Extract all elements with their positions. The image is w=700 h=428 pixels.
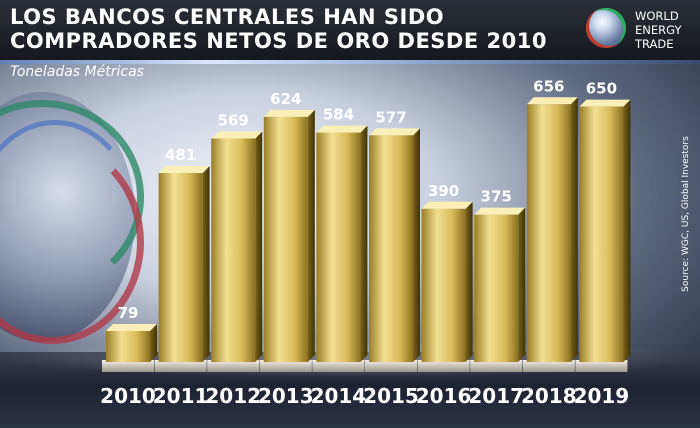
bar-side-2018	[570, 97, 578, 363]
x-tick-label-2015: 2015	[363, 384, 419, 408]
bar-side-2019	[623, 99, 631, 363]
bar-base-2015	[365, 360, 417, 372]
bar-side-2012	[255, 131, 263, 362]
chart-title-line-2: COMPRADORES NETOS DE ORO DESDE 2010	[10, 29, 547, 53]
chart-title-line-1: LOS BANCOS CENTRALES HAN SIDO	[10, 5, 445, 29]
bar-2016	[421, 208, 466, 362]
x-tick-label-2017: 2017	[468, 384, 524, 408]
bar-value-label-2011: 481	[165, 146, 196, 164]
bar-base-2018	[522, 360, 575, 372]
bars-group: 79 2010 481 2011 569 2012 624 2013 584 2014 577 201…	[100, 77, 631, 408]
x-tick-label-2019: 2019	[574, 384, 630, 408]
bar-2014	[316, 132, 361, 362]
bar-side-2017	[518, 207, 526, 362]
bar-top-2010	[106, 323, 157, 331]
bar-2010	[106, 330, 150, 362]
bar-2011	[158, 173, 203, 362]
bar-2013	[263, 116, 308, 362]
bar-2012	[211, 138, 256, 362]
world-energy-trade-logo-icon	[586, 8, 626, 48]
bar-top-2019	[579, 99, 631, 107]
bar-top-2018	[526, 97, 578, 105]
bar-top-2017	[474, 207, 526, 215]
bar-2019	[579, 106, 624, 363]
bar-side-2016	[465, 201, 473, 362]
bar-side-2014	[360, 125, 368, 362]
bar-value-label-2013: 624	[270, 90, 301, 108]
bar-base-2017	[470, 360, 523, 372]
x-tick-label-2018: 2018	[521, 384, 577, 408]
bar-base-2011	[154, 360, 207, 372]
x-tick-label-2011: 2011	[153, 384, 209, 408]
globe-ring-blue	[0, 120, 140, 330]
globe-ring-red	[0, 140, 144, 344]
bar-value-label-2010: 79	[118, 304, 139, 322]
bar-2018	[526, 104, 571, 363]
bar-base-2016	[417, 360, 470, 372]
bar-top-2011	[158, 166, 210, 174]
bar-base-2014	[312, 360, 365, 372]
bar-value-label-2015: 577	[375, 108, 406, 126]
bar-side-2013	[307, 109, 315, 362]
bar-top-2013	[263, 109, 315, 117]
globe-ring-green	[0, 100, 144, 294]
bar-side-2011	[202, 166, 210, 362]
x-tick-label-2013: 2013	[258, 384, 314, 408]
bar-base-2019	[575, 360, 628, 372]
bar-side-2010	[150, 323, 157, 362]
bar-top-2012	[211, 131, 263, 139]
bar-base-2012	[207, 360, 260, 372]
x-tick-label-2010: 2010	[100, 384, 156, 408]
bar-base-2013	[259, 360, 312, 372]
bar-value-label-2018: 656	[533, 77, 564, 95]
bar-top-2016	[421, 201, 473, 209]
x-tick-label-2014: 2014	[311, 384, 367, 408]
logo-text-trade: TRADE	[635, 37, 674, 51]
bar-base-2010	[102, 360, 154, 372]
bar-side-2015	[413, 128, 420, 362]
bar-2015	[369, 135, 413, 362]
logo-text-world: WORLD	[635, 9, 679, 23]
bar-value-label-2014: 584	[323, 106, 354, 124]
bar-value-label-2016: 390	[428, 182, 459, 200]
header-light-band	[0, 60, 700, 64]
bar-2017	[474, 214, 519, 362]
header-bar: LOS BANCOS CENTRALES HAN SIDO COMPRADORE…	[0, 0, 700, 60]
bar-value-label-2012: 569	[218, 111, 249, 129]
logo-text-energy: ENERGY	[635, 23, 682, 37]
bar-top-2015	[369, 128, 420, 136]
unit-label: Toneladas Métricas	[10, 64, 144, 80]
bar-value-label-2019: 650	[586, 80, 617, 98]
bar-top-2014	[316, 125, 368, 133]
x-tick-label-2012: 2012	[205, 384, 261, 408]
x-tick-label-2016: 2016	[416, 384, 472, 408]
bar-value-label-2017: 375	[481, 188, 512, 206]
